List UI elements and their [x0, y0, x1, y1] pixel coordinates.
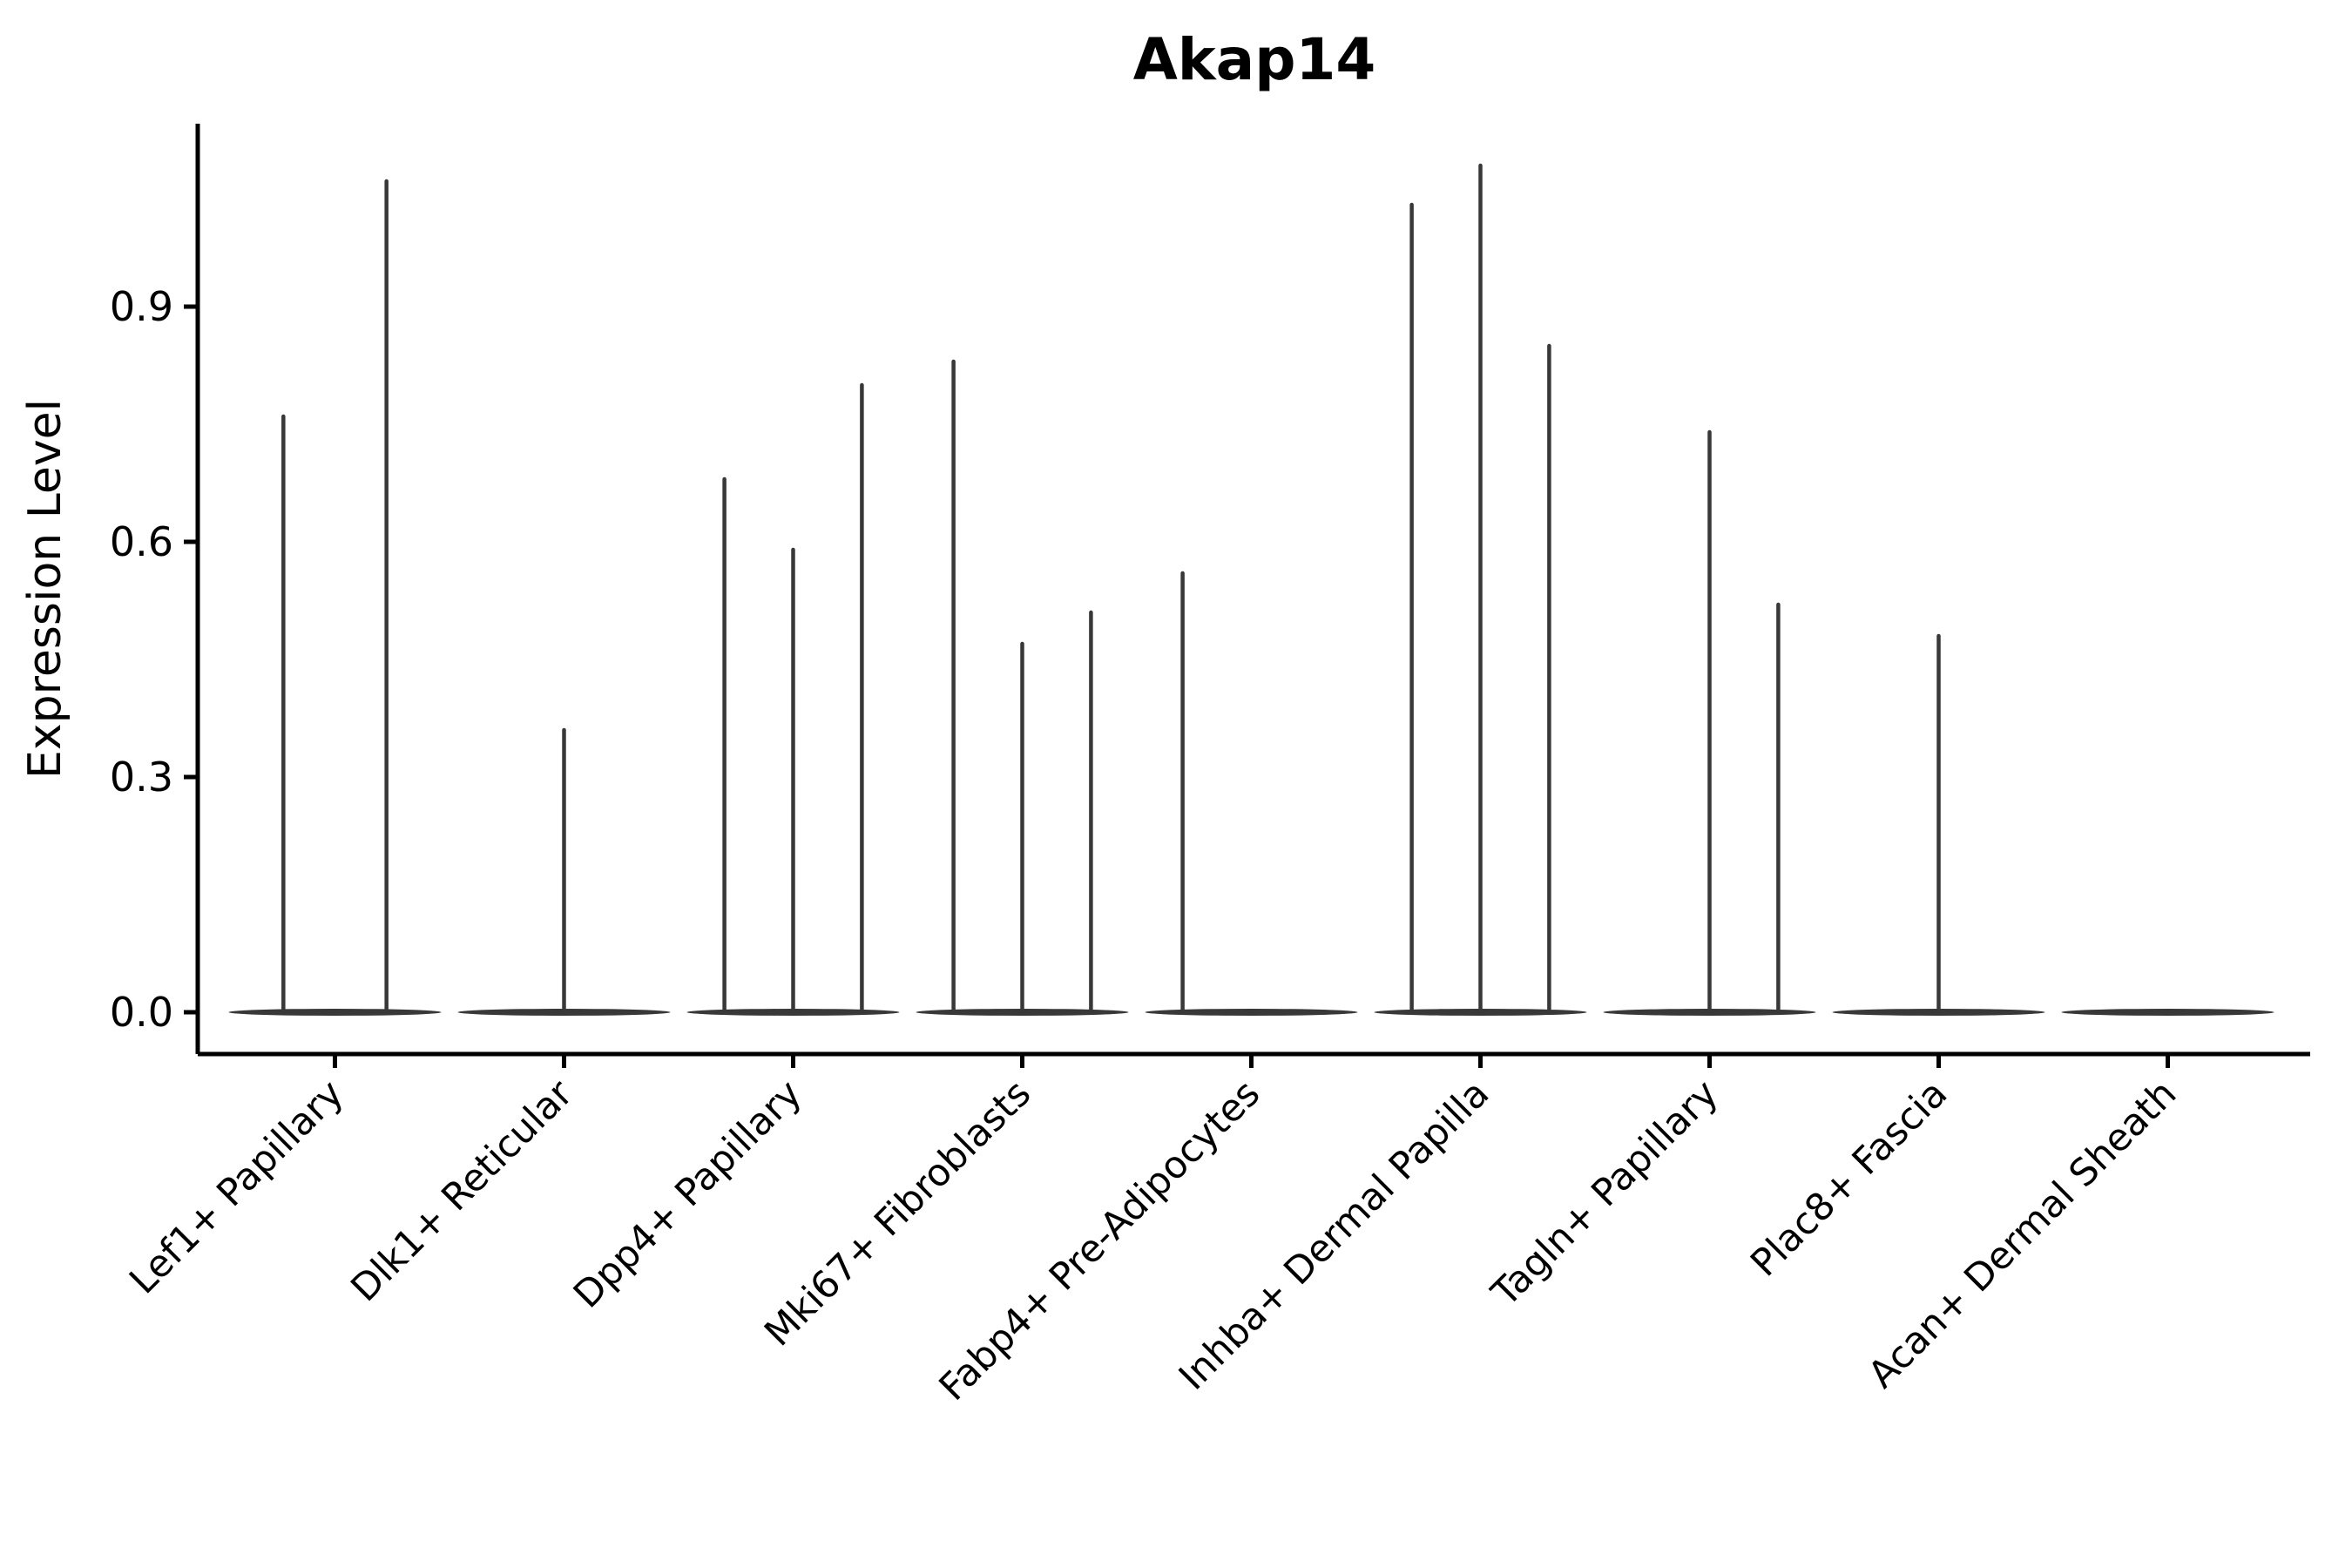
- y-tick-label: 0.0: [110, 989, 173, 1036]
- chart-title: Akap14: [1132, 26, 1376, 93]
- y-tick-label: 0.6: [110, 518, 173, 565]
- x-tick-label: Dlk1+ Reticular: [343, 1071, 582, 1310]
- violin-base: [1145, 1009, 1358, 1016]
- x-tick-label: Tagln+ Papillary: [1484, 1071, 1727, 1315]
- x-tick-label: Lef1+ Papillary: [121, 1071, 352, 1302]
- x-tick-label: Dpp4+ Papillary: [565, 1071, 810, 1316]
- violin-base: [2061, 1009, 2274, 1016]
- x-tick-label: Plac8+ Fascia: [1742, 1071, 1956, 1285]
- violin-base: [228, 1009, 442, 1016]
- y-tick-label: 0.9: [110, 283, 173, 330]
- y-tick-label: 0.3: [110, 754, 173, 801]
